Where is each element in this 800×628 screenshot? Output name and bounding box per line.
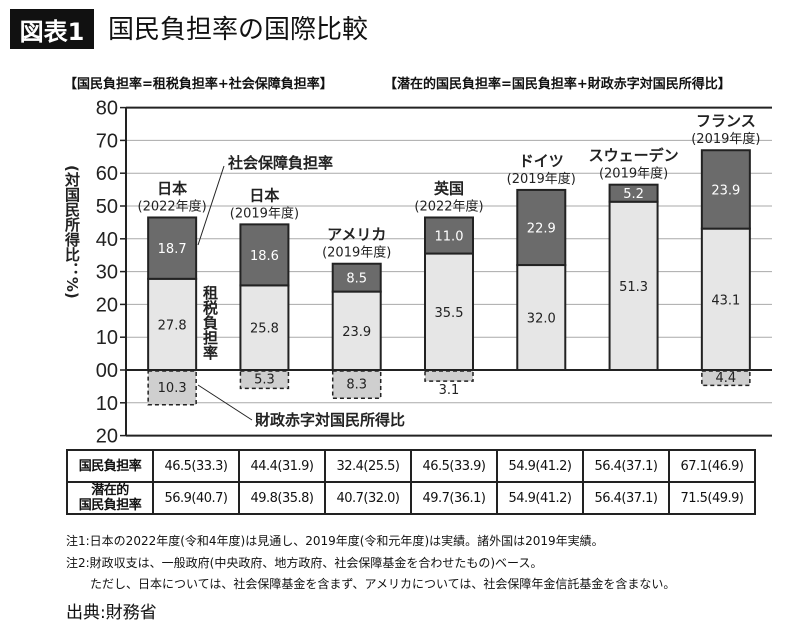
bar-label-social-security: 23.9 [711,183,740,198]
bar-label-social-security: 18.6 [250,249,279,264]
bar-label-social-security: 11.0 [435,230,464,245]
bar-tax [424,252,474,371]
category-year: (2019年度) [230,205,299,221]
category-year: (2019年度) [322,245,391,261]
y-tick-label: 20 [96,294,118,316]
bar-social-security [424,216,474,255]
category-label: 日本 [157,179,187,197]
y-tick-label: 10 [96,327,118,349]
bar-label-deficit: 10.3 [158,381,187,396]
bar-label-tax: 43.1 [711,293,740,308]
bar-deficit [424,370,474,382]
table-cell: 46.5(33.3) [152,449,240,483]
annotation-deficit: 財政赤字対国民所得比 [254,411,405,429]
bar-social-security [239,223,290,287]
bar-label-tax: 51.3 [619,280,648,295]
data-table: 国民負担率 46.5(33.3) 44.4(31.9) 32.4(25.5) 4… [66,449,756,515]
bar-social-security [608,183,659,203]
category-year: (2019年度) [599,166,668,182]
table-cell: 67.1(46.9) [668,449,756,483]
bar-label-deficit: 3.1 [439,383,460,398]
y-tick-label: 70 [96,130,118,152]
category-year: (2022年度) [138,198,207,214]
bar-label-tax: 35.5 [435,306,464,321]
table-row: 潜在的 国民負担率 56.9(40.7) 49.8(35.8) 40.7(32.0… [66,481,756,515]
bar-label-tax: 25.8 [250,322,279,337]
bar-tax [147,277,198,372]
note-1: 注1:日本の2022年度(令和4年度)は見通し、2019年度(令和元年度)は実績… [66,534,604,548]
note-3: ただし、日本については、社会保障基金を含まず、アメリカについては、社会保障年金信… [66,577,676,591]
bar-label-deficit: 8.3 [346,378,367,393]
bar-social-security [516,188,567,267]
note-2: 注2:財政収支は、一般政府(中央政府、地方政府、社会保障基金を合わせたもの)ベー… [66,556,543,570]
category-label: 英国 [434,179,464,197]
row-header-line: 潜在的 [91,483,129,498]
bar-deficit [147,370,197,406]
annotation-leader [197,384,253,421]
bar-label-tax: 32.0 [527,312,556,327]
formula-potential-burden: 【潜在的国民負担率=国民負担率+財政赤字対国民所得比】 [384,77,731,92]
bar-chart: 80 70 60 50 40 30 20 10 00 10 20 (対国民所得比：%) 27.8 18.7… [63,98,772,448]
bar-deficit [239,370,290,390]
bar-label-social-security: 22.9 [527,221,556,236]
y-tick-label: 40 [96,229,118,251]
chart-title: 国民負担率の国際比較 [108,15,369,45]
y-tick-label: 20 [96,426,118,448]
y-tick-label: 50 [96,196,118,218]
bar-label-deficit: 4.4 [716,371,737,386]
category-label: フランス [696,112,756,130]
row-header: 潜在的 国民負担率 [66,481,154,515]
bar-social-security [700,149,751,230]
y-tick-label: 80 [96,98,118,120]
category-year: (2022年度) [414,198,483,214]
table-row: 国民負担率 46.5(33.3) 44.4(31.9) 32.4(25.5) 4… [66,449,756,483]
bar-tax [516,264,567,372]
table-cell: 46.5(33.9) [410,449,498,483]
bar-tax [608,200,659,371]
figure-badge: 図表1 [10,9,94,49]
bar-deficit [331,370,382,399]
bar-label-social-security: 18.7 [158,242,187,257]
table-cell: 56.4(37.1) [582,449,670,483]
bar-label-tax: 23.9 [342,325,371,340]
bar-social-security [147,216,198,280]
table-cell: 32.4(25.5) [324,449,412,483]
bar-label-tax: 27.8 [158,318,187,333]
annotation-social-security: 社会保障負担率 [227,154,333,172]
annotation-leader [197,165,225,246]
category-year: (2019年度) [507,171,576,187]
category-year: (2019年度) [691,131,760,147]
table-cell: 56.9(40.7) [152,481,240,515]
bar-label-social-security: 5.2 [623,187,644,202]
bar-social-security [331,262,382,293]
table-cell: 40.7(32.0) [324,481,412,515]
table-cell: 49.8(35.8) [238,481,326,515]
table-cell: 71.5(49.9) [668,481,756,515]
table-cell: 54.9(41.2) [496,481,584,515]
annotation-tax: 租税負担率 [201,284,219,361]
category-label: スウェーデン [589,147,679,165]
formula-national-burden: 【国民負担率=租税負担率+社会保障負担率】 [64,77,333,92]
bar-label-deficit: 5.3 [254,373,275,388]
table-cell: 49.7(36.1) [410,481,498,515]
source: 出典:財務省 [66,603,157,623]
row-header: 国民負担率 [66,449,154,483]
table-cell: 54.9(41.2) [496,449,584,483]
bar-tax [239,284,290,372]
y-axis-label: (対国民所得比：%) [63,165,81,299]
y-tick-label: 10 [96,393,118,415]
y-tick-label: 60 [96,163,118,185]
table-cell: 56.4(37.1) [582,481,670,515]
category-label: アメリカ [327,226,386,244]
category-label: 日本 [249,186,279,204]
table-cell: 44.4(31.9) [238,449,326,483]
y-tick-label: 30 [96,262,118,284]
bar-deficit [701,370,751,387]
category-label: ドイツ [519,152,564,170]
y-tick-label: 00 [96,360,118,382]
row-header-line: 国民負担率 [78,498,142,513]
bar-label-social-security: 8.5 [346,272,367,287]
